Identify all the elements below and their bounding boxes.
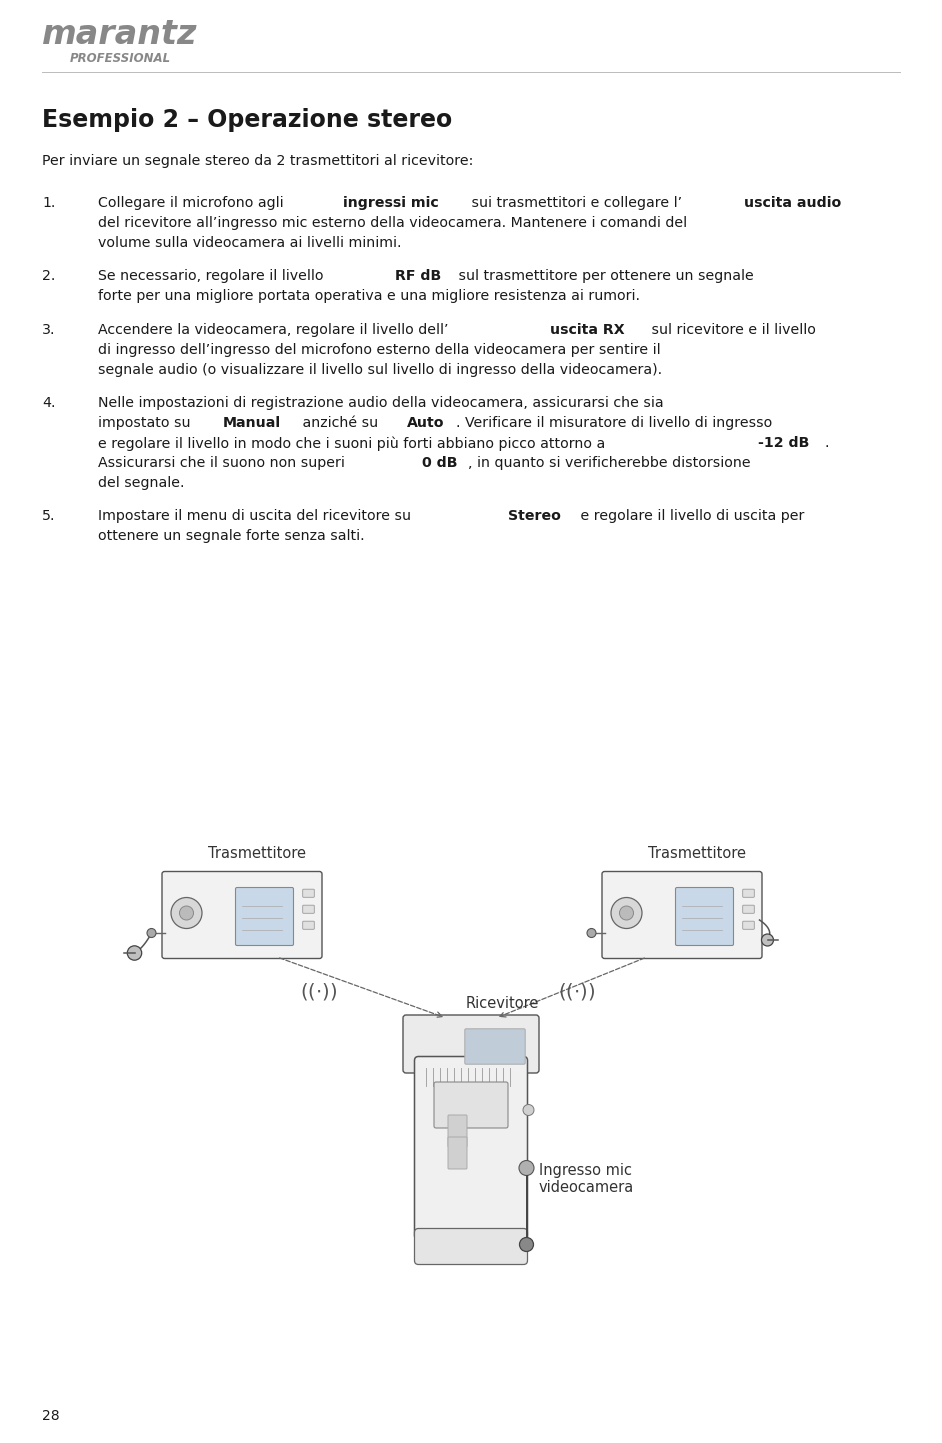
Text: Ricevitore: Ricevitore bbox=[466, 996, 540, 1012]
Text: uscita audio: uscita audio bbox=[744, 196, 842, 211]
Text: . Verificare il misuratore di livello di ingresso: . Verificare il misuratore di livello di… bbox=[456, 416, 772, 430]
Text: PROFESSIONAL: PROFESSIONAL bbox=[70, 52, 171, 65]
Text: Assicurarsi che il suono non superi: Assicurarsi che il suono non superi bbox=[98, 456, 349, 470]
FancyBboxPatch shape bbox=[448, 1115, 467, 1147]
Text: 1.: 1. bbox=[42, 196, 56, 211]
Text: Esempio 2 – Operazione stereo: Esempio 2 – Operazione stereo bbox=[42, 108, 452, 131]
FancyBboxPatch shape bbox=[448, 1137, 467, 1169]
Circle shape bbox=[519, 1160, 534, 1176]
Text: Manual: Manual bbox=[223, 416, 282, 430]
Text: volume sulla videocamera ai livelli minimi.: volume sulla videocamera ai livelli mini… bbox=[98, 235, 401, 250]
FancyBboxPatch shape bbox=[602, 872, 762, 958]
Text: 5.: 5. bbox=[42, 509, 56, 524]
Circle shape bbox=[180, 906, 193, 921]
Text: RF dB: RF dB bbox=[395, 270, 441, 283]
Text: marantz: marantz bbox=[42, 17, 198, 51]
FancyBboxPatch shape bbox=[742, 889, 755, 898]
Circle shape bbox=[620, 906, 634, 921]
Text: (($\cdot$)): (($\cdot$)) bbox=[300, 980, 336, 1001]
Text: Nelle impostazioni di registrazione audio della videocamera, assicurarsi che sia: Nelle impostazioni di registrazione audi… bbox=[98, 397, 663, 410]
FancyBboxPatch shape bbox=[742, 905, 755, 913]
Text: 4.: 4. bbox=[42, 397, 56, 410]
Text: Trasmettitore: Trasmettitore bbox=[208, 846, 306, 861]
FancyBboxPatch shape bbox=[464, 1029, 526, 1063]
Text: sul ricevitore e il livello: sul ricevitore e il livello bbox=[646, 323, 816, 338]
Text: , in quanto si verificherebbe distorsione: , in quanto si verificherebbe distorsion… bbox=[468, 456, 751, 470]
Text: Accendere la videocamera, regolare il livello dell’: Accendere la videocamera, regolare il li… bbox=[98, 323, 448, 338]
FancyBboxPatch shape bbox=[675, 887, 734, 945]
Text: Trasmettitore: Trasmettitore bbox=[648, 846, 746, 861]
Text: 28: 28 bbox=[42, 1408, 59, 1423]
Text: del ricevitore all’ingresso mic esterno della videocamera. Mantenere i comandi d: del ricevitore all’ingresso mic esterno … bbox=[98, 216, 687, 229]
Text: -12 dB: -12 dB bbox=[758, 436, 810, 450]
FancyBboxPatch shape bbox=[162, 872, 322, 958]
Text: 2.: 2. bbox=[42, 270, 56, 283]
FancyBboxPatch shape bbox=[742, 921, 755, 929]
Text: Se necessario, regolare il livello: Se necessario, regolare il livello bbox=[98, 270, 328, 283]
Text: ottenere un segnale forte senza salti.: ottenere un segnale forte senza salti. bbox=[98, 530, 365, 543]
Text: segnale audio (o visualizzare il livello sul livello di ingresso della videocame: segnale audio (o visualizzare il livello… bbox=[98, 362, 662, 377]
Text: Impostare il menu di uscita del ricevitore su: Impostare il menu di uscita del ricevito… bbox=[98, 509, 415, 524]
FancyBboxPatch shape bbox=[414, 1228, 528, 1264]
FancyBboxPatch shape bbox=[302, 921, 315, 929]
FancyBboxPatch shape bbox=[302, 889, 315, 898]
Text: 3.: 3. bbox=[42, 323, 56, 338]
Text: .: . bbox=[824, 436, 829, 450]
FancyBboxPatch shape bbox=[434, 1082, 508, 1128]
FancyBboxPatch shape bbox=[418, 1065, 524, 1089]
Text: impostato su: impostato su bbox=[98, 416, 195, 430]
Text: (($\cdot$)): (($\cdot$)) bbox=[558, 980, 594, 1001]
Text: di ingresso dell’ingresso del microfono esterno della videocamera per sentire il: di ingresso dell’ingresso del microfono … bbox=[98, 343, 660, 356]
FancyBboxPatch shape bbox=[414, 1056, 528, 1240]
Text: Per inviare un segnale stereo da 2 trasmettitori al ricevitore:: Per inviare un segnale stereo da 2 trasm… bbox=[42, 154, 474, 167]
Text: e regolare il livello in modo che i suoni più forti abbiano picco attorno a: e regolare il livello in modo che i suon… bbox=[98, 436, 609, 450]
Circle shape bbox=[147, 928, 156, 938]
Text: Stereo: Stereo bbox=[508, 509, 560, 524]
Text: uscita RX: uscita RX bbox=[550, 323, 625, 338]
Text: 0 dB: 0 dB bbox=[422, 456, 458, 470]
Circle shape bbox=[611, 898, 642, 928]
Text: Auto: Auto bbox=[407, 416, 445, 430]
FancyBboxPatch shape bbox=[302, 905, 315, 913]
Text: Ingresso mic
videocamera: Ingresso mic videocamera bbox=[539, 1163, 634, 1195]
Text: ingressi mic: ingressi mic bbox=[343, 196, 439, 211]
Circle shape bbox=[523, 1104, 534, 1115]
FancyBboxPatch shape bbox=[236, 887, 294, 945]
Text: Collegare il microfono agli: Collegare il microfono agli bbox=[98, 196, 288, 211]
Circle shape bbox=[171, 898, 202, 928]
Text: sui trasmettitori e collegare l’: sui trasmettitori e collegare l’ bbox=[467, 196, 682, 211]
Text: sul trasmettitore per ottenere un segnale: sul trasmettitore per ottenere un segnal… bbox=[454, 270, 755, 283]
Text: forte per una migliore portata operativa e una migliore resistenza ai rumori.: forte per una migliore portata operativa… bbox=[98, 289, 640, 303]
Circle shape bbox=[127, 945, 141, 960]
Circle shape bbox=[519, 1238, 533, 1251]
FancyBboxPatch shape bbox=[403, 1014, 539, 1074]
Text: anziché su: anziché su bbox=[299, 416, 382, 430]
Circle shape bbox=[761, 934, 773, 947]
Circle shape bbox=[587, 928, 596, 938]
Text: e regolare il livello di uscita per: e regolare il livello di uscita per bbox=[576, 509, 804, 524]
Text: del segnale.: del segnale. bbox=[98, 476, 185, 489]
